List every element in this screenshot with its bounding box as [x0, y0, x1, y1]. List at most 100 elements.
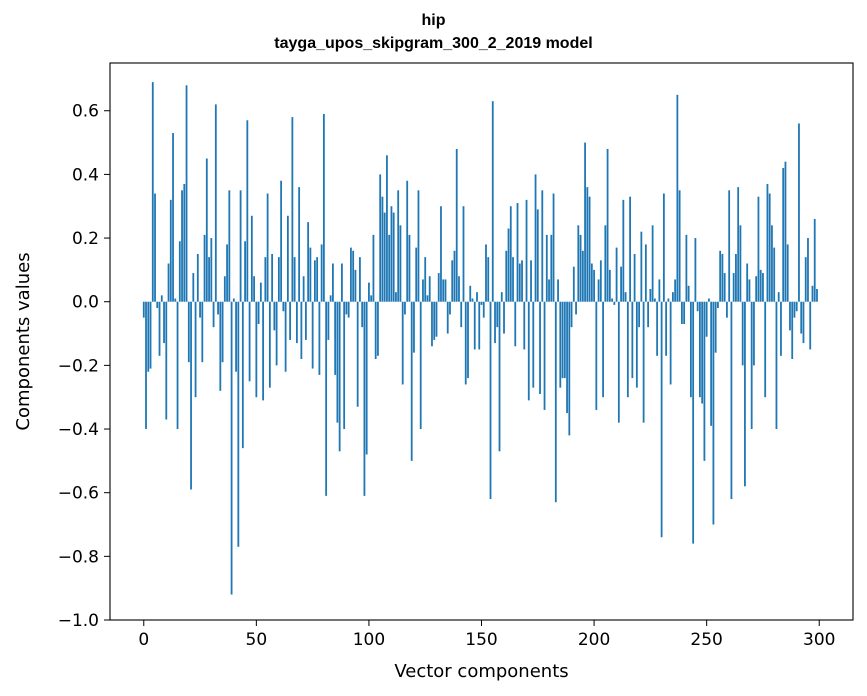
bar-104: [377, 301, 379, 356]
bar-116: [404, 301, 406, 315]
bar-139: [455, 148, 458, 302]
y-tick-label: 0.6: [72, 102, 99, 122]
bar-84: [332, 263, 334, 302]
x-axis-ticks: 0 50 100 150 200 250 300: [138, 620, 835, 650]
bar-91: [347, 301, 350, 318]
bar-96: [359, 257, 361, 302]
bar-103: [374, 301, 377, 359]
bar-119: [410, 301, 413, 461]
bar-242: [687, 285, 690, 302]
bar-286: [786, 244, 789, 302]
bar-225: [649, 288, 652, 302]
bar-88: [341, 263, 343, 302]
bar-79: [320, 244, 323, 302]
bar-280: [773, 247, 776, 302]
bar-146: [471, 298, 474, 302]
bar-173: [532, 301, 535, 388]
bar-160: [503, 301, 505, 334]
x-tick-label: 300: [803, 630, 835, 650]
bar-226: [651, 225, 654, 302]
bar-249: [703, 301, 706, 461]
bar-112: [395, 292, 397, 302]
bar-232: [665, 301, 668, 356]
bar-230: [660, 301, 663, 538]
bar-59: [275, 301, 278, 366]
bar-190: [570, 301, 573, 328]
bar-285: [784, 161, 787, 302]
bar-126: [426, 295, 429, 302]
bar-157: [496, 301, 499, 328]
bar-53: [262, 301, 264, 401]
bar-251: [708, 298, 710, 302]
bar-217: [631, 301, 634, 379]
bar-156: [494, 301, 496, 344]
y-tick-label: 0.2: [72, 229, 99, 249]
bar-247: [699, 301, 701, 398]
bar-296: [809, 301, 812, 350]
y-tick-label: −1.0: [58, 611, 99, 631]
bar-144: [467, 301, 469, 379]
bar-40: [232, 298, 235, 302]
bar-254: [714, 301, 717, 353]
bar-135: [446, 301, 449, 334]
bar-77: [316, 257, 319, 302]
bar-63: [284, 301, 287, 372]
bar-203: [599, 260, 602, 302]
bar-192: [575, 301, 577, 315]
bar-1: [145, 301, 147, 430]
y-tick-label: −0.4: [58, 420, 99, 440]
bar-27: [203, 234, 206, 302]
bar-213: [622, 199, 625, 302]
bar-14: [174, 298, 177, 302]
bar-92: [350, 247, 352, 302]
bar-252: [710, 301, 713, 426]
bar-124: [422, 279, 424, 302]
bar-174: [534, 174, 537, 302]
bar-237: [676, 94, 679, 302]
bar-90: [345, 301, 348, 315]
y-tick-label: 0.4: [72, 165, 99, 185]
bar-5: [154, 193, 156, 302]
bar-2: [147, 301, 150, 372]
bar-143: [464, 301, 467, 385]
bar-227: [653, 298, 656, 302]
bar-75: [311, 301, 314, 369]
bar-149: [478, 301, 481, 350]
bar-206: [606, 148, 609, 302]
bar-7: [158, 301, 161, 356]
bar-176: [539, 301, 541, 395]
bar-50: [255, 301, 258, 398]
bar-245: [694, 238, 697, 302]
bar-8: [160, 295, 163, 302]
bar-177: [541, 190, 544, 302]
y-tick-label: −0.8: [58, 547, 99, 567]
bar-246: [696, 301, 699, 312]
bar-162: [507, 228, 510, 302]
bar-294: [804, 257, 807, 302]
bar-26: [201, 301, 204, 363]
bar-132: [440, 206, 442, 302]
bar-32: [214, 104, 217, 302]
bar-161: [505, 250, 508, 302]
bar-289: [793, 301, 796, 318]
bar-195: [581, 250, 584, 302]
bar-33: [217, 301, 219, 315]
bar-106: [381, 196, 384, 302]
bar-187: [563, 301, 566, 379]
bar-222: [642, 301, 645, 423]
x-tick-label: 0: [138, 630, 149, 650]
bar-258: [723, 273, 726, 302]
bar-266: [741, 301, 744, 366]
bar-125: [424, 257, 427, 302]
bar-172: [530, 260, 532, 302]
bar-117: [406, 180, 409, 302]
bar-61: [280, 180, 283, 302]
bar-group: [142, 82, 818, 595]
bar-147: [473, 301, 476, 350]
bar-219: [635, 301, 638, 388]
bar-287: [789, 301, 791, 331]
bar-215: [626, 301, 629, 398]
bar-102: [372, 234, 375, 302]
